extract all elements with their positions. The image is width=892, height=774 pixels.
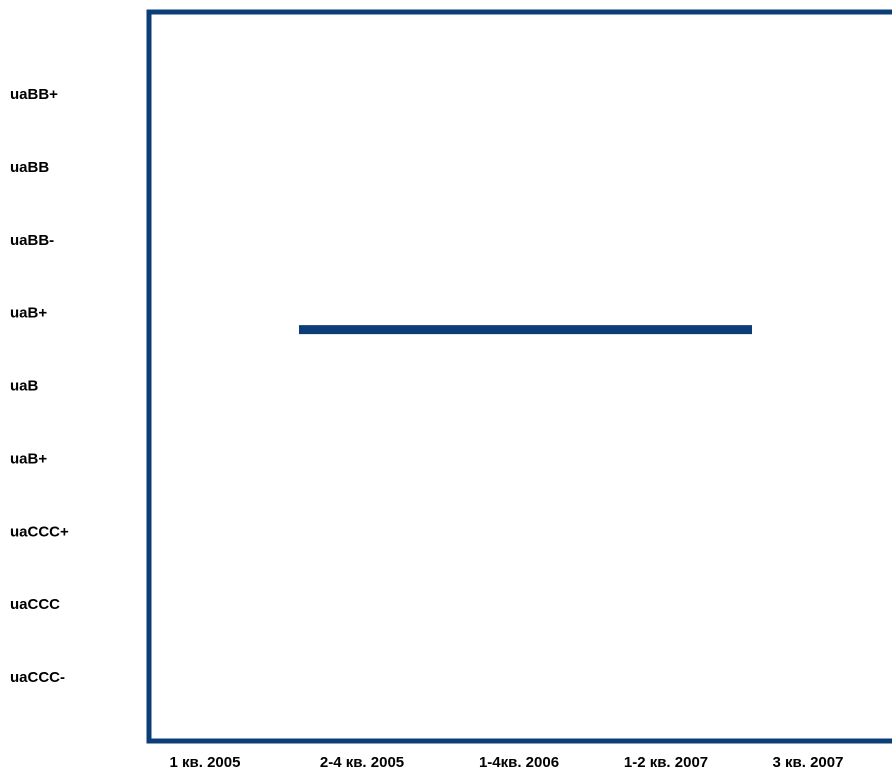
x-tick-label: 1 кв. 2005 xyxy=(170,754,241,771)
x-axis-labels: 1 кв. 2005 2-4 кв. 2005 1-4кв. 2006 1-2 кв.… xyxy=(170,754,844,771)
y-tick-label: uaB+ xyxy=(10,450,47,467)
x-tick-label: 3 кв. 2007 xyxy=(773,754,844,771)
y-axis-labels: uaBB+ uaBB uaBB-uaB+ uaB uaB+ uaCCC+ uaCCC uaCC… xyxy=(10,86,69,686)
y-tick-label: uaBB- xyxy=(10,232,54,249)
y-tick-label: uaBB xyxy=(10,159,49,176)
y-tick-label: uaCCC- xyxy=(10,669,65,686)
x-tick-label: 1-2 кв. 2007 xyxy=(624,754,708,771)
x-tick-label: 2-4 кв. 2005 xyxy=(320,754,404,771)
y-tick-label: uaB+ xyxy=(10,305,47,322)
y-tick-label: uaCCC xyxy=(10,596,60,613)
y-tick-label: uaBB+ xyxy=(10,86,58,103)
chart-axes xyxy=(146,9,892,744)
x-tick-label: 1-4кв. 2006 xyxy=(479,754,559,771)
y-tick-label: uaB xyxy=(10,378,39,395)
y-tick-label: uaCCC+ xyxy=(10,523,69,540)
